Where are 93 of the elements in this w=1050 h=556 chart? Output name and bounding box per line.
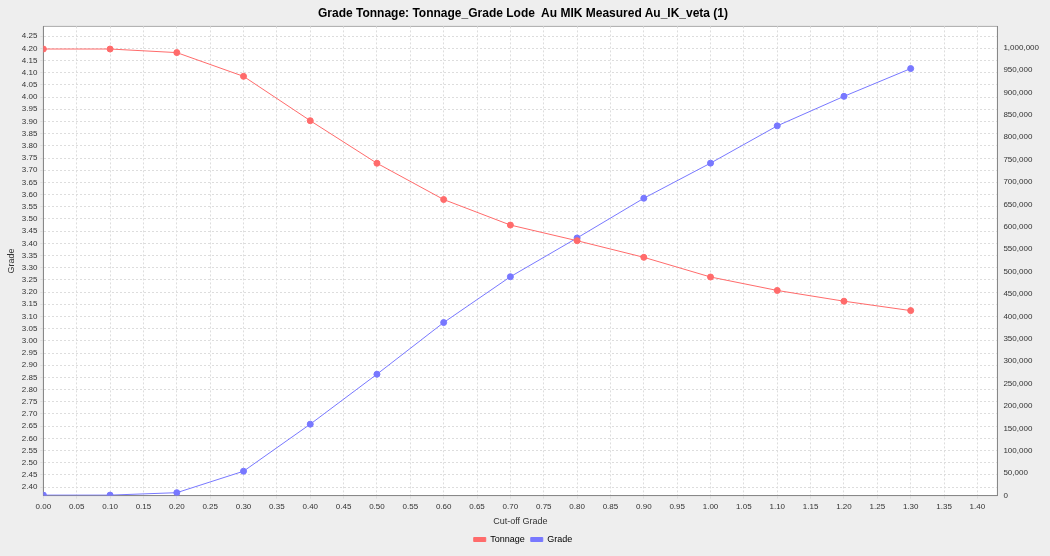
y-tick-label: 2.90 — [21, 360, 38, 370]
y2-tick-label: 450,000 — [1003, 289, 1033, 299]
x-axis-title: Cut-off Grade — [493, 516, 548, 527]
x-tick-label: 1.10 — [769, 501, 786, 511]
x-tick-label: 0.20 — [169, 501, 186, 511]
y-tick-label: 3.90 — [21, 116, 38, 126]
legend-label: Grade — [547, 533, 573, 544]
y-tick-label: 4.20 — [21, 43, 38, 53]
y-tick-label: 3.25 — [21, 275, 38, 285]
y-tick-label: 2.55 — [21, 445, 38, 455]
y2-tick-label: 100,000 — [1003, 446, 1033, 456]
legend-label: Tonnage — [490, 533, 525, 544]
y2-tick-label: 500,000 — [1003, 266, 1033, 276]
y-tick-label: 3.15 — [21, 299, 38, 309]
y2-tick-label: 0 — [1003, 490, 1009, 500]
y-tick-label: 3.45 — [21, 226, 38, 236]
y-tick-label: 3.30 — [21, 262, 38, 272]
x-tick-label: 0.50 — [369, 501, 386, 511]
y2-tick-label: 150,000 — [1003, 423, 1033, 433]
y-tick-label: 3.05 — [21, 323, 38, 333]
y-tick-label: 2.60 — [21, 433, 38, 443]
x-tick-label: 1.25 — [869, 501, 886, 511]
x-tick-label: 1.20 — [836, 501, 853, 511]
x-tick-label: 0.75 — [535, 501, 553, 511]
x-tick-label: 0.15 — [135, 501, 152, 511]
y2-tick-label: 850,000 — [1003, 110, 1033, 120]
y-tick-label: 4.00 — [21, 92, 38, 102]
y-tick-label: 4.15 — [21, 55, 38, 65]
y-tick-label: 3.85 — [21, 128, 38, 138]
x-tick-label: 1.35 — [936, 501, 953, 511]
x-tick-label: 0.00 — [35, 501, 52, 511]
x-tick-label: 0.05 — [68, 501, 86, 511]
x-tick-label: 1.40 — [969, 501, 986, 511]
y-tick-label: 3.20 — [21, 287, 38, 297]
x-tick-label: 0.45 — [335, 501, 352, 511]
y-tick-label: 3.70 — [21, 165, 38, 175]
y-tick-label: 3.10 — [21, 311, 38, 321]
x-tick-label: 0.90 — [636, 501, 653, 511]
x-tick-label: 0.65 — [469, 501, 486, 511]
x-tick-label: 0.85 — [602, 501, 619, 511]
y-tick-label: 3.40 — [21, 238, 38, 248]
x-tick-label: 0.25 — [202, 501, 219, 511]
y-tick-label: 4.05 — [21, 80, 38, 90]
y2-tick-label: 1,000,000 — [1003, 42, 1040, 52]
x-tick-label: 1.05 — [736, 501, 753, 511]
y-tick-label: 3.60 — [21, 189, 38, 199]
y2-tick-label: 900,000 — [1003, 87, 1033, 97]
y-tick-label: 2.85 — [21, 372, 38, 382]
y-tick-label: 2.95 — [21, 348, 38, 358]
x-tick-label: 1.00 — [702, 501, 719, 511]
y2-tick-label: 650,000 — [1003, 199, 1033, 209]
y-tick-label: 3.75 — [21, 153, 38, 163]
y-tick-label: 3.55 — [21, 201, 38, 211]
x-tick-label: 0.95 — [669, 501, 686, 511]
y-tick-label: 3.95 — [21, 104, 38, 114]
y-tick-label: 2.65 — [21, 421, 38, 431]
y-tick-label: 2.75 — [21, 396, 38, 406]
x-tick-label: 0.40 — [302, 501, 319, 511]
y2-tick-label: 700,000 — [1003, 177, 1033, 187]
x-tick-label: 1.15 — [802, 501, 819, 511]
y2-tick-label: 300,000 — [1003, 356, 1033, 366]
x-tick-label: 0.80 — [569, 501, 586, 511]
y-tick-label: 2.50 — [21, 457, 38, 467]
y-tick-label: 3.80 — [21, 141, 38, 151]
y-tick-label: 2.80 — [21, 384, 38, 394]
y-tick-label: 4.25 — [21, 31, 38, 41]
y2-tick-label: 50,000 — [1003, 468, 1029, 478]
y-tick-label: 2.70 — [21, 409, 38, 419]
x-tick-label: 0.55 — [402, 501, 419, 511]
y2-tick-label: 400,000 — [1003, 311, 1033, 321]
x-tick-label: 0.70 — [502, 501, 519, 511]
y-tick-label: 3.50 — [21, 214, 38, 224]
y2-tick-label: 750,000 — [1003, 154, 1033, 164]
chart-title: Grade Tonnage: Tonnage_Grade Lode Au MIK Measured Au_IK_veta (1) — [317, 5, 729, 20]
x-tick-label: 0.30 — [235, 501, 252, 511]
y-tick-label: 4.10 — [21, 67, 38, 77]
y-tick-label: 3.00 — [21, 336, 38, 346]
y-axis-title: Grade — [5, 248, 16, 274]
y2-tick-label: 250,000 — [1003, 378, 1033, 388]
y-tick-label: 3.35 — [21, 250, 38, 260]
x-tick-label: 0.10 — [102, 501, 119, 511]
x-tick-label: 0.60 — [435, 501, 452, 511]
x-tick-label: 0.35 — [269, 501, 286, 511]
y-tick-label: 3.65 — [21, 177, 38, 187]
y2-tick-label: 600,000 — [1003, 222, 1033, 232]
y2-tick-label: 550,000 — [1003, 244, 1033, 254]
y2-tick-label: 350,000 — [1003, 334, 1033, 344]
x-tick-label: 1.30 — [902, 501, 920, 511]
y2-tick-label: 800,000 — [1003, 132, 1033, 142]
y-tick-label: 2.40 — [21, 482, 38, 492]
y-tick-label: 2.45 — [21, 470, 38, 480]
y2-tick-label: 200,000 — [1003, 401, 1033, 411]
y2-tick-label: 950,000 — [1003, 65, 1033, 75]
